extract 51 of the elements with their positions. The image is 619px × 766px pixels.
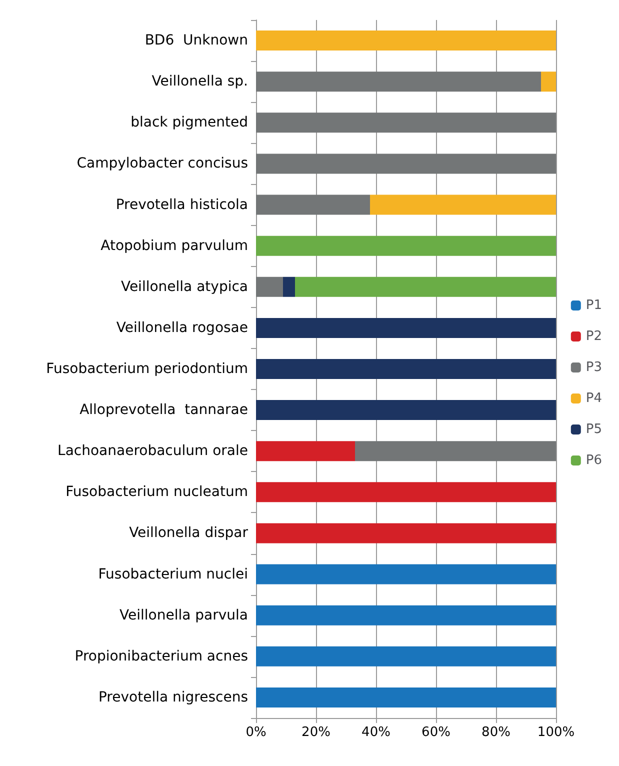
bar — [256, 194, 370, 215]
x-tick-label: 40% — [362, 725, 390, 740]
bar — [256, 112, 556, 133]
bar — [256, 441, 355, 462]
bar — [256, 30, 556, 51]
y-tick-label: Veillonella parvula — [120, 607, 248, 624]
y-tick-label: Prevotella nigrescens — [98, 689, 248, 706]
y-tick-label: Fusobacterium nucleatum — [66, 484, 248, 500]
y-tick-label: Veillonella atypica — [120, 278, 248, 295]
bar — [355, 441, 556, 462]
bar — [256, 236, 556, 256]
bar — [256, 687, 556, 708]
bar — [541, 72, 556, 92]
bar — [256, 154, 556, 174]
y-tick-label: Veillonella rogosae — [116, 320, 248, 336]
legend-label: P5 — [586, 422, 602, 437]
bar — [370, 194, 556, 215]
bar — [256, 72, 541, 92]
x-tick-label: 0% — [246, 725, 266, 740]
legend-label: P1 — [586, 298, 602, 313]
y-tick-label: Lachoanaerobaculum orale — [58, 443, 248, 460]
x-tick-label: 100% — [537, 725, 575, 740]
legend-label: P2 — [586, 329, 602, 344]
bar — [283, 276, 295, 297]
y-tick-label: Fusobacterium periodontium — [46, 361, 248, 377]
bar — [256, 359, 556, 379]
y-tick-label: Alloprevotella tannarae — [80, 402, 248, 418]
y-tick-label: BD6 Unknown — [144, 32, 248, 49]
y-tick-label: Propionibacterium acnes — [74, 648, 248, 664]
legend-label: P3 — [586, 360, 602, 375]
bar — [256, 646, 556, 666]
bar — [256, 318, 556, 338]
y-tick-label: Veillonella dispar — [129, 525, 248, 542]
y-tick-label: Veillonella sp. — [152, 74, 248, 90]
y-tick-label: Campylobacter concisus — [76, 156, 248, 172]
y-tick-label: Atopobium parvulum — [100, 238, 248, 254]
y-tick-label: Prevotella histicola — [116, 196, 248, 213]
bar — [256, 523, 556, 544]
x-tick-label: 80% — [482, 725, 510, 740]
legend-label: P4 — [586, 391, 602, 406]
y-tick-label: black pigmented — [130, 114, 248, 131]
x-tick-label: 60% — [422, 725, 450, 740]
bar — [256, 605, 556, 626]
bar — [256, 276, 283, 297]
bar — [295, 276, 556, 297]
y-tick-label: Fusobacterium nuclei — [98, 566, 248, 582]
x-tick-label: 20% — [302, 725, 330, 740]
bar — [256, 400, 556, 420]
bar — [256, 482, 556, 502]
bar — [256, 564, 556, 584]
legend-label: P6 — [586, 453, 602, 468]
